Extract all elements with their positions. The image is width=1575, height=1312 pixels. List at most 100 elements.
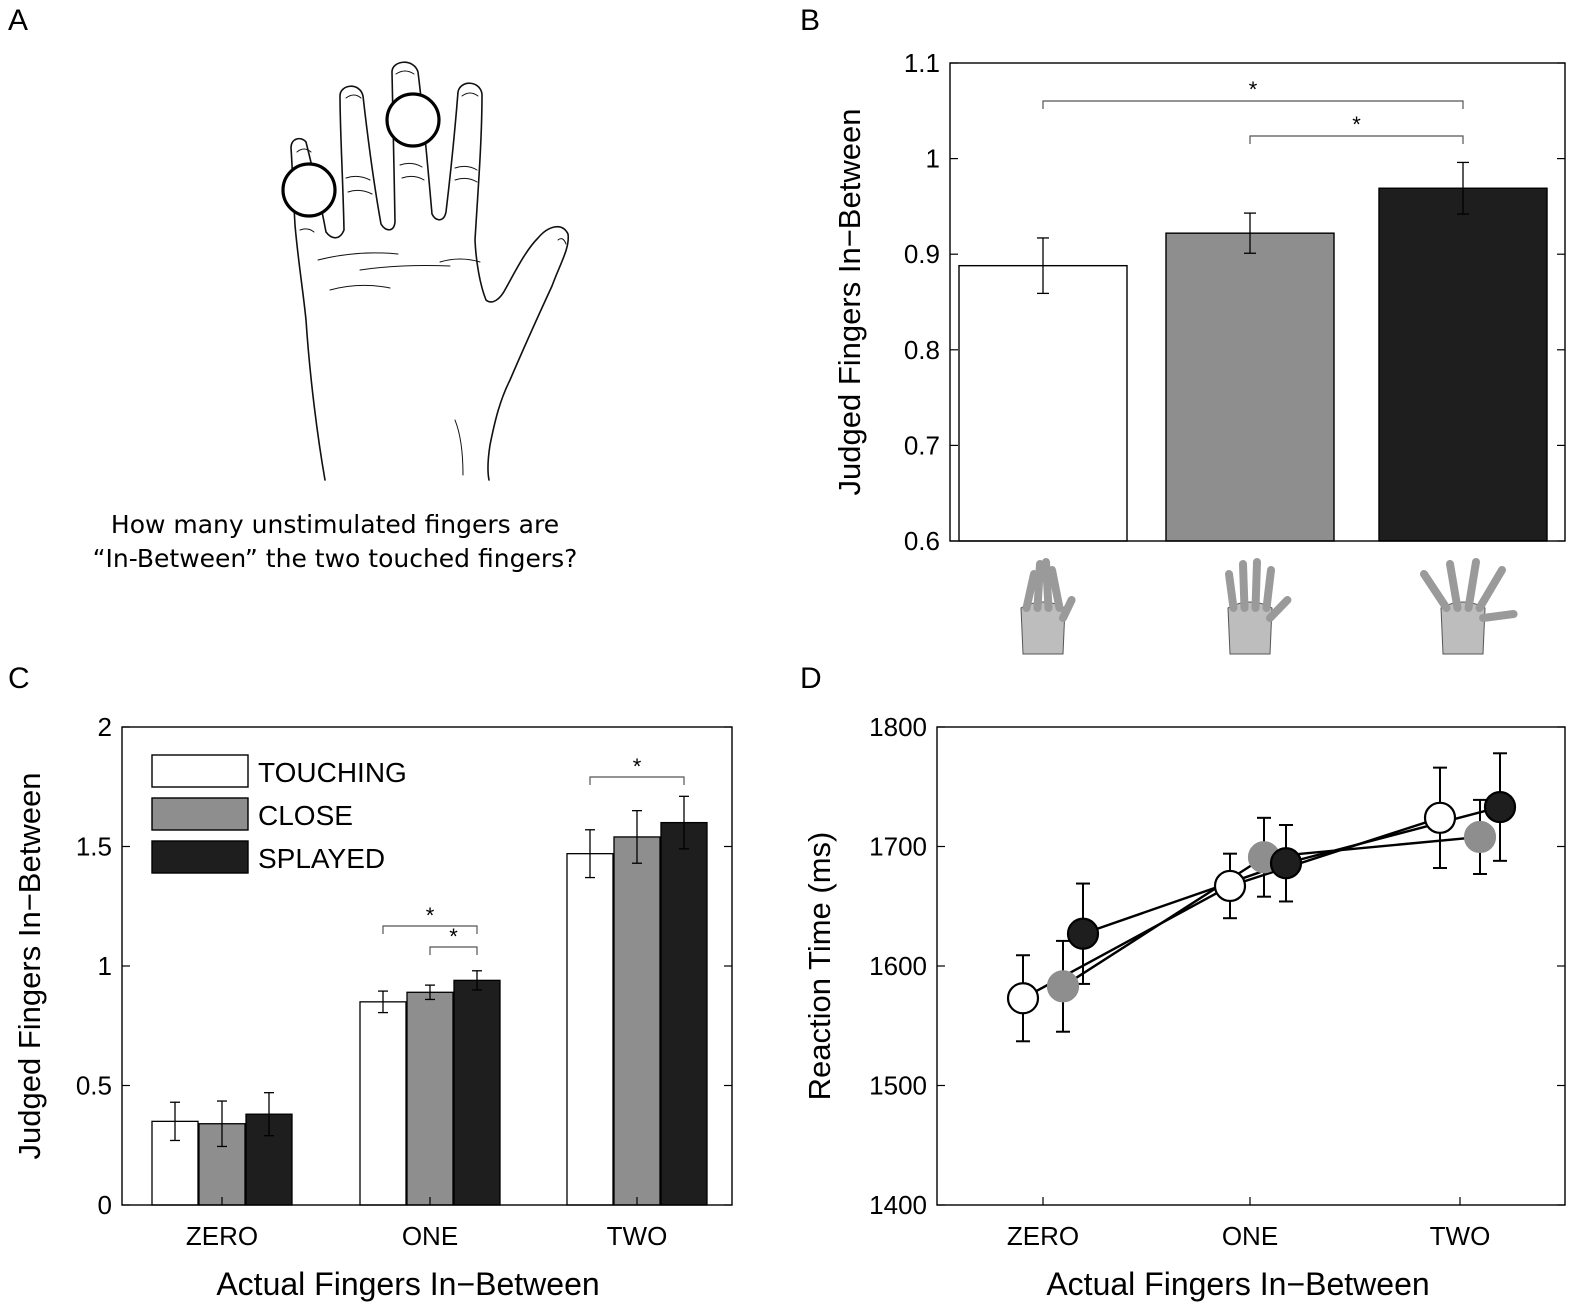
hand-icon-finger [1022,570,1038,612]
d-x-axis-label: Actual Fingers In−Between [1046,1266,1429,1302]
b-ytick-label: 0.6 [904,526,940,556]
d-ytick-label: 1400 [869,1190,927,1220]
c-bar [359,1001,407,1206]
c-legend-swatch [151,754,249,788]
d-point-touching [1423,801,1457,834]
d-point-close [1463,820,1497,854]
d-point-touching [1006,982,1040,1015]
d-xtick-label: ONE [1222,1221,1278,1251]
hand-icon-finger [1446,560,1462,612]
panel-b-chart: 0.6 0.7 0.8 0.9 1 1.1 * * Judged Fingers In−Betw… [832,48,1566,655]
hand-icon-finger [1464,558,1480,612]
panel-c-letter: C [8,662,30,695]
question-line-1: How many unstimulated fingers are [110,510,560,539]
hand-illustration [290,61,570,481]
d-point-touching [1213,869,1247,903]
hand-icon-finger [1251,558,1261,612]
c-significance-star: * [633,754,642,779]
c-significance-bracket [429,946,478,955]
d-point-splayed [1269,847,1303,880]
c-bar [613,836,661,1206]
hand-icon-finger [1042,558,1053,612]
hand-icon-finger [1239,560,1249,612]
b-significance-star: * [1249,77,1258,102]
b-bar [1165,232,1335,542]
c-significance-bracket [589,776,685,785]
b-ytick-label: 1.1 [904,48,940,78]
b-bar [958,264,1128,542]
d-ytick-label: 1800 [869,712,927,742]
hand-icon-thumb [1479,610,1518,622]
c-ytick-label: 1 [98,951,112,981]
b-ytick-label: 0.8 [904,335,940,365]
c-xtick-label: TWO [607,1221,668,1251]
hand-icon-finger [1420,570,1451,612]
knuckle-lines [299,162,481,291]
splayed-hand-icon [1420,558,1518,655]
d-ytick-label: 1700 [869,832,927,862]
c-significance-star: * [449,924,458,949]
d-xtick-label: ZERO [1007,1221,1079,1251]
hand-icon-finger [1225,570,1238,612]
question-line-2: “In-Between” the two touched fingers? [92,544,578,573]
hand-icon-finger [1262,566,1275,612]
touch-marker-left [281,162,337,218]
hand-icon-finger [1475,566,1506,612]
hand-icon-finger [1033,560,1044,612]
c-bar [453,979,501,1206]
hand-icon-thumb [1266,596,1292,622]
d-axes-box [936,726,1566,1206]
panel-d-chart: 1400 1500 1600 1700 1800 ZERO ONE TWO Reaction T… [802,712,1566,1302]
touching-hand-icon [1020,558,1076,655]
c-xtick-label: ZERO [186,1221,258,1251]
c-bar [660,821,708,1206]
d-point-splayed [1483,790,1517,824]
hand-outline [290,61,570,481]
c-ytick-label: 1.5 [76,832,112,862]
d-y-axis-label: Reaction Time (ms) [802,832,837,1101]
b-ytick-label: 0.7 [904,430,940,460]
d-point-close [1046,970,1080,1003]
d-xtick-label: TWO [1430,1221,1491,1251]
touch-marker-right [385,92,441,148]
c-axes-box [121,726,733,1206]
c-legend-swatch [151,797,249,831]
c-ytick-label: 0 [98,1190,112,1220]
b-significance-bracket [1249,135,1464,144]
d-point-splayed [1066,917,1100,950]
b-bar [1378,187,1548,542]
panel-a-question: How many unstimulated fingers are “In-Be… [90,508,580,576]
c-legend-label: CLOSE [258,800,353,831]
c-bar [566,853,614,1206]
hand-icon-finger [1048,566,1064,612]
c-legend-swatch [151,840,249,874]
b-axes-box [949,62,1566,542]
b-ytick-label: 0.9 [904,239,940,269]
c-ytick-label: 0.5 [76,1071,112,1101]
panel-a-letter: A [8,4,28,37]
panel-c-chart: 0 0.5 1 1.5 2 ZERO ONE TWO * * * TOUCHING CLOSE SPLAY… [12,712,733,1302]
panel-d-letter: D [800,662,822,695]
b-significance-star: * [1352,112,1361,137]
hand-icon-thumb [1059,596,1076,622]
d-ytick-label: 1600 [869,951,927,981]
d-ytick-label: 1500 [869,1071,927,1101]
c-significance-bracket [382,925,478,934]
wrist-line [454,419,464,476]
finger-crease [296,70,567,245]
c-ytick-label: 2 [98,712,112,742]
b-significance-bracket [1042,100,1464,109]
c-xtick-label: ONE [402,1221,458,1251]
c-legend-label: SPLAYED [258,843,385,874]
c-legend-label: TOUCHING [258,757,407,788]
c-y-axis-label: Judged Fingers In−Between [12,773,47,1160]
c-bar [406,991,454,1206]
c-significance-star: * [426,903,435,928]
b-y-axis-label: Judged Fingers In−Between [832,109,867,496]
close-hand-icon [1225,558,1292,655]
c-legend: TOUCHING CLOSE SPLAYED [151,754,407,874]
b-ytick-label: 1 [926,144,940,174]
panel-b-letter: B [800,4,820,37]
c-x-axis-label: Actual Fingers In−Between [216,1266,599,1302]
